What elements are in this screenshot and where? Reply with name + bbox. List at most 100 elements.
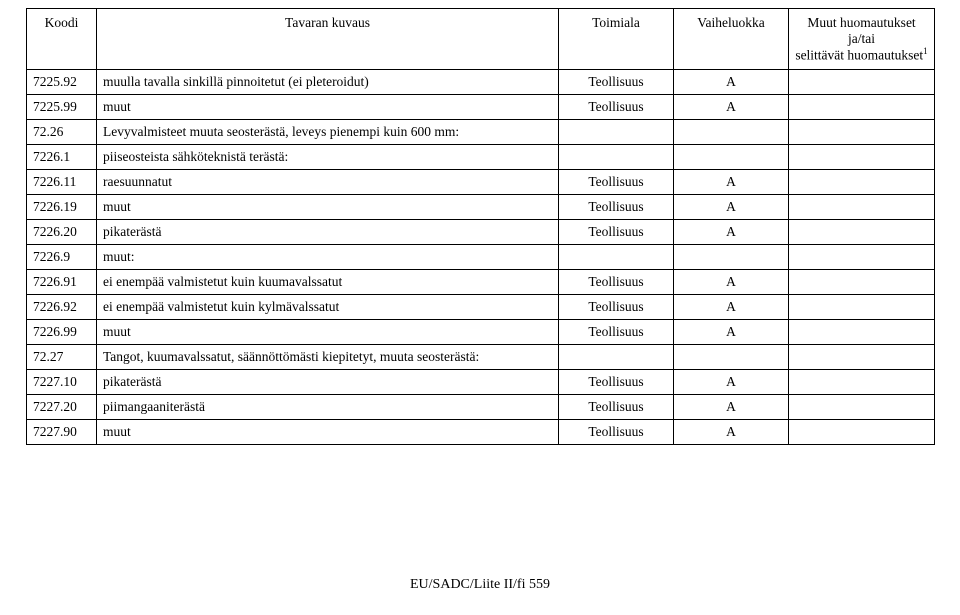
cell-vaiheluokka: A [674, 420, 789, 445]
cell-vaiheluokka: A [674, 270, 789, 295]
cell-muut [789, 345, 935, 370]
cell-vaiheluokka: A [674, 70, 789, 95]
cell-kuvaus: muut [97, 195, 559, 220]
cell-toimiala [559, 120, 674, 145]
header-vaiheluokka: Vaiheluokka [674, 9, 789, 70]
cell-muut [789, 370, 935, 395]
cell-koodi: 7226.1 [27, 145, 97, 170]
cell-muut [789, 395, 935, 420]
cell-kuvaus: Levyvalmisteet muuta seosterästä, leveys… [97, 120, 559, 145]
table-row: 7226.1piiseosteista sähköteknistä teräst… [27, 145, 935, 170]
cell-kuvaus: pikaterästä [97, 370, 559, 395]
cell-vaiheluokka: A [674, 220, 789, 245]
cell-kuvaus: muut [97, 95, 559, 120]
cell-toimiala [559, 345, 674, 370]
cell-vaiheluokka [674, 345, 789, 370]
cell-toimiala: Teollisuus [559, 95, 674, 120]
cell-koodi: 7225.99 [27, 95, 97, 120]
cell-toimiala: Teollisuus [559, 70, 674, 95]
cell-vaiheluokka: A [674, 320, 789, 345]
cell-vaiheluokka: A [674, 395, 789, 420]
cell-koodi: 7226.99 [27, 320, 97, 345]
table-row: 7226.92ei enempää valmistetut kuin kylmä… [27, 295, 935, 320]
table-row: 7227.10pikaterästäTeollisuusA [27, 370, 935, 395]
cell-toimiala: Teollisuus [559, 195, 674, 220]
table-header-row: Koodi Tavaran kuvaus Toimiala Vaiheluokk… [27, 9, 935, 70]
cell-kuvaus: pikaterästä [97, 220, 559, 245]
table-row: 7227.90muutTeollisuusA [27, 420, 935, 445]
data-table: Koodi Tavaran kuvaus Toimiala Vaiheluokk… [26, 8, 935, 445]
cell-kuvaus: muulla tavalla sinkillä pinnoitetut (ei … [97, 70, 559, 95]
cell-muut [789, 245, 935, 270]
table-row: 7227.20piimangaaniterästäTeollisuusA [27, 395, 935, 420]
cell-muut [789, 320, 935, 345]
cell-toimiala: Teollisuus [559, 295, 674, 320]
cell-toimiala [559, 245, 674, 270]
table-row: 72.26Levyvalmisteet muuta seosterästä, l… [27, 120, 935, 145]
cell-kuvaus: raesuunnatut [97, 170, 559, 195]
cell-muut [789, 220, 935, 245]
table-row: 7225.99muutTeollisuusA [27, 95, 935, 120]
cell-muut [789, 270, 935, 295]
cell-koodi: 72.26 [27, 120, 97, 145]
cell-toimiala [559, 145, 674, 170]
header-muut-line1: Muut huomautukset ja/tai [807, 15, 915, 46]
cell-koodi: 7227.90 [27, 420, 97, 445]
cell-toimiala: Teollisuus [559, 420, 674, 445]
cell-toimiala: Teollisuus [559, 220, 674, 245]
cell-koodi: 7225.92 [27, 70, 97, 95]
header-muut-line2: selittävät huomautukset [795, 48, 923, 63]
table-row: 7226.9muut: [27, 245, 935, 270]
cell-vaiheluokka: A [674, 95, 789, 120]
cell-vaiheluokka [674, 245, 789, 270]
cell-kuvaus: Tangot, kuumavalssatut, säännöttömästi k… [97, 345, 559, 370]
cell-muut [789, 70, 935, 95]
header-kuvaus: Tavaran kuvaus [97, 9, 559, 70]
header-muut-sup: 1 [923, 46, 928, 56]
table-row: 7225.92muulla tavalla sinkillä pinnoitet… [27, 70, 935, 95]
cell-kuvaus: ei enempää valmistetut kuin kuumavalssat… [97, 270, 559, 295]
header-koodi: Koodi [27, 9, 97, 70]
cell-muut [789, 170, 935, 195]
cell-muut [789, 120, 935, 145]
page: Koodi Tavaran kuvaus Toimiala Vaiheluokk… [0, 0, 960, 615]
cell-muut [789, 95, 935, 120]
cell-koodi: 7227.20 [27, 395, 97, 420]
cell-vaiheluokka: A [674, 170, 789, 195]
cell-koodi: 7226.11 [27, 170, 97, 195]
cell-vaiheluokka: A [674, 295, 789, 320]
cell-toimiala: Teollisuus [559, 320, 674, 345]
cell-kuvaus: ei enempää valmistetut kuin kylmävalssat… [97, 295, 559, 320]
table-head: Koodi Tavaran kuvaus Toimiala Vaiheluokk… [27, 9, 935, 70]
cell-koodi: 7226.19 [27, 195, 97, 220]
cell-muut [789, 295, 935, 320]
table-row: 7226.20pikaterästäTeollisuusA [27, 220, 935, 245]
cell-kuvaus: muut [97, 320, 559, 345]
cell-kuvaus: piimangaaniterästä [97, 395, 559, 420]
header-muut: Muut huomautukset ja/tai selittävät huom… [789, 9, 935, 70]
table-row: 7226.11raesuunnatutTeollisuusA [27, 170, 935, 195]
cell-toimiala: Teollisuus [559, 270, 674, 295]
cell-vaiheluokka: A [674, 370, 789, 395]
cell-muut [789, 420, 935, 445]
cell-kuvaus: muut [97, 420, 559, 445]
cell-muut [789, 195, 935, 220]
cell-toimiala: Teollisuus [559, 170, 674, 195]
cell-vaiheluokka [674, 120, 789, 145]
table-row: 72.27Tangot, kuumavalssatut, säännöttömä… [27, 345, 935, 370]
page-footer: EU/SADC/Liite II/fi 559 [0, 577, 960, 593]
cell-toimiala: Teollisuus [559, 370, 674, 395]
cell-koodi: 7226.92 [27, 295, 97, 320]
cell-koodi: 7226.91 [27, 270, 97, 295]
header-toimiala: Toimiala [559, 9, 674, 70]
cell-muut [789, 145, 935, 170]
table-row: 7226.99muutTeollisuusA [27, 320, 935, 345]
cell-koodi: 7227.10 [27, 370, 97, 395]
cell-kuvaus: piiseosteista sähköteknistä terästä: [97, 145, 559, 170]
cell-vaiheluokka: A [674, 195, 789, 220]
table-body: 7225.92muulla tavalla sinkillä pinnoitet… [27, 70, 935, 445]
cell-koodi: 7226.20 [27, 220, 97, 245]
cell-koodi: 7226.9 [27, 245, 97, 270]
cell-koodi: 72.27 [27, 345, 97, 370]
cell-vaiheluokka [674, 145, 789, 170]
